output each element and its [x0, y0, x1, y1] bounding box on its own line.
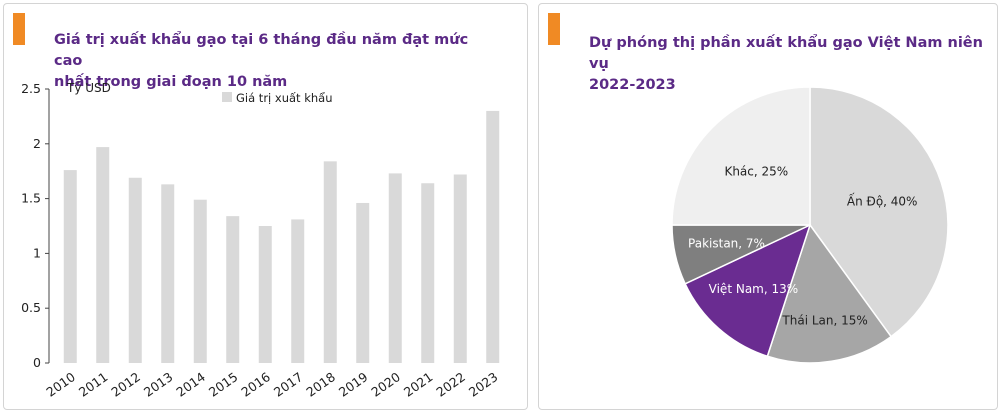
pie-chart-panel: Dự phóng thị phần xuất khẩu gạo Việt Nam…: [538, 3, 998, 410]
bar-2014: [193, 199, 207, 363]
bar-2022: [453, 174, 467, 363]
x-tick-label: 2017: [271, 369, 306, 400]
bar-chart-title-line1: Giá trị xuất khẩu gạo tại 6 tháng đầu nă…: [54, 32, 469, 69]
x-tick-label: 2023: [466, 369, 501, 400]
bar-2013: [161, 184, 175, 363]
x-tick-label: 2012: [108, 369, 143, 400]
x-tick-label: 2013: [141, 369, 176, 400]
pie-slice-label: Ấn Độ, 40%: [847, 193, 918, 209]
y-tick-label: 2.5: [21, 81, 41, 96]
pie-slice-label: Pakistan, 7%: [688, 237, 765, 251]
pie-chart-title-line2: 2022-2023: [589, 77, 676, 93]
bar-2016: [258, 226, 272, 363]
bar-2015: [226, 216, 240, 363]
bar-2011: [96, 147, 110, 363]
pie-slice-1: [766, 223, 893, 364]
y-axis-unit-label: Tỷ USD: [66, 81, 111, 95]
y-tick-label: 1: [33, 245, 41, 260]
x-tick-label: 2010: [43, 369, 78, 400]
pie-chart-title-line1: Dự phóng thị phần xuất khẩu gạo Việt Nam…: [589, 35, 983, 72]
pie-slice-2: [684, 223, 812, 358]
bar-chart-title-line2: nhất trong giai đoạn 10 năm: [54, 74, 288, 90]
pie-chart-title: Dự phóng thị phần xuất khẩu gạo Việt Nam…: [589, 33, 984, 96]
accent-marker: [548, 13, 560, 45]
x-tick-label: 2019: [336, 369, 371, 400]
accent-marker: [13, 13, 25, 45]
x-tick-label: 2022: [433, 369, 468, 400]
bar-2021: [421, 183, 435, 363]
x-tick-label: 2021: [401, 369, 436, 400]
bar-2019: [356, 202, 370, 363]
y-tick-label: 0: [33, 355, 41, 370]
bar-2010: [63, 170, 77, 363]
x-tick-label: 2015: [206, 369, 241, 400]
bar-chart-panel: Giá trị xuất khẩu gạo tại 6 tháng đầu nă…: [3, 3, 528, 410]
bar-2023: [486, 110, 500, 363]
pie-slice-0: [809, 86, 949, 338]
pie-slice-label: Khác, 25%: [724, 164, 788, 178]
legend-label: Giá trị xuất khẩu: [236, 91, 333, 105]
x-tick-label: 2011: [76, 369, 111, 400]
bar-chart-title: Giá trị xuất khẩu gạo tại 6 tháng đầu nă…: [54, 30, 474, 93]
bar-chart: 0 0.5 1 1.5 2 2.5 2010201120122013201420152016…: [21, 81, 501, 400]
bar-2012: [128, 177, 142, 363]
x-tick-label: 2016: [238, 369, 273, 400]
pie-slice-4: [671, 86, 811, 226]
pie-slice-label: Việt Nam, 13%: [709, 282, 799, 296]
bar-2020: [388, 173, 402, 363]
x-tick-label: 2018: [303, 369, 338, 400]
x-tick-label: 2014: [173, 369, 208, 400]
pie-chart: Ấn Độ, 40% Thái Lan, 15% Việt Nam, 13% Paki…: [671, 86, 949, 364]
legend-swatch: [222, 92, 232, 102]
y-tick-label: 2: [33, 136, 41, 151]
x-tick-label: 2020: [368, 369, 403, 400]
bar-2017: [291, 219, 305, 363]
y-tick-label: 0.5: [21, 300, 41, 315]
pie-slice-label: Thái Lan, 15%: [781, 313, 867, 327]
bar-2018: [323, 161, 337, 363]
y-tick-label: 1.5: [21, 191, 41, 206]
